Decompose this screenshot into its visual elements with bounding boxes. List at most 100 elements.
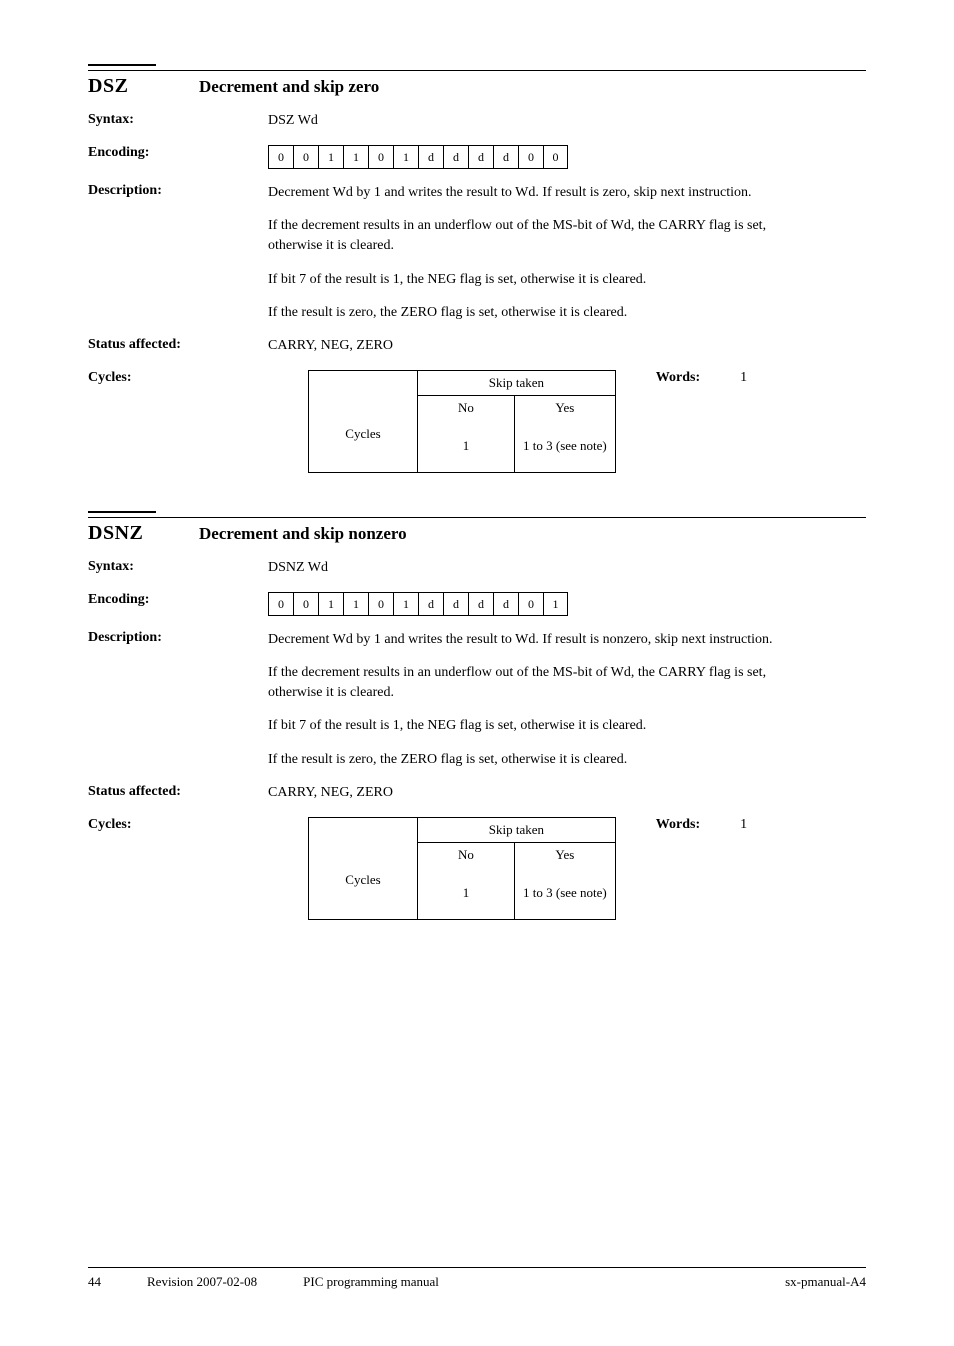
table-subhead: No [418, 395, 515, 420]
table-subhead: Yes [515, 395, 616, 420]
field-row: Description:Decrement Wd by 1 and writes… [88, 630, 866, 770]
field-row: Encoding:001101dddd01 [88, 592, 866, 616]
encoding-bits: 001101dddd00 [268, 145, 568, 169]
footer-product: PIC programming manual [303, 1274, 439, 1290]
cycles-table: Skip takenCyclesNoYes11 to 3 (see note) [308, 817, 616, 920]
field-row: Syntax:DSZ Wd [88, 112, 866, 131]
heading-row: DSZDecrement and skip zero [88, 75, 866, 98]
bit-cell: 0 [368, 592, 393, 616]
bit-cell: 1 [393, 145, 418, 169]
description-paragraph: Decrement Wd by 1 and writes the result … [268, 630, 788, 650]
bit-cell: d [443, 592, 468, 616]
field-label: Syntax: [88, 112, 268, 128]
field-label: Description: [88, 630, 268, 646]
field-row: Status affected:CARRY, NEG, ZERO [88, 784, 866, 803]
status-value: CARRY, NEG, ZERO [268, 785, 393, 800]
description-body: Decrement Wd by 1 and writes the result … [268, 183, 788, 323]
field-row: Syntax:DSNZ Wd [88, 559, 866, 578]
footer-row: 44 Revision 2007-02-08 PIC programming m… [88, 1274, 866, 1290]
bit-cell: 0 [293, 145, 318, 169]
field-body: Decrement Wd by 1 and writes the result … [268, 630, 788, 770]
description-paragraph: If the decrement results in an underflow… [268, 663, 788, 702]
table-head [309, 370, 418, 395]
field-label: Cycles: [88, 817, 268, 833]
table-head: Cycles [309, 842, 418, 919]
field-body: DSNZ Wd [268, 559, 328, 578]
table-head [309, 817, 418, 842]
page-footer: 44 Revision 2007-02-08 PIC programming m… [88, 1267, 866, 1290]
bit-cell: 0 [268, 592, 293, 616]
bit-cell: d [418, 592, 443, 616]
field-row: Description:Decrement Wd by 1 and writes… [88, 183, 866, 323]
field-body: CARRY, NEG, ZERO [268, 784, 393, 803]
cycles-words-row: Cycles: Skip takenCyclesNoYes11 to 3 (see… [88, 817, 866, 920]
field-label: Encoding: [88, 145, 268, 161]
table-row: CyclesNoYes [309, 842, 616, 867]
divider [88, 64, 156, 66]
footer-left: 44 Revision 2007-02-08 PIC programming m… [88, 1274, 439, 1290]
field-label: Description: [88, 183, 268, 199]
divider [88, 1267, 866, 1268]
bit-cell: 1 [318, 145, 343, 169]
description-paragraph: If bit 7 of the result is 1, the NEG fla… [268, 270, 788, 290]
instruction-heading: DSNZDecrement and skip nonzero [88, 511, 866, 545]
field-label: Encoding: [88, 592, 268, 608]
field-body: 001101dddd01 [268, 592, 568, 616]
bit-cell: 0 [268, 145, 293, 169]
bit-cell: 0 [368, 145, 393, 169]
footer-model: sx-pmanual-A4 [785, 1274, 866, 1290]
instruction-mnemonic: DSNZ [88, 522, 153, 545]
instruction-block: DSNZDecrement and skip nonzeroSyntax:DSN… [88, 511, 866, 920]
table-head: Cycles [309, 395, 418, 472]
bit-cell: 1 [343, 145, 368, 169]
bit-cell: 0 [518, 592, 543, 616]
bit-cell: d [443, 145, 468, 169]
field-body: Decrement Wd by 1 and writes the result … [268, 183, 788, 323]
bit-cell: d [418, 145, 443, 169]
field-row: Encoding:001101dddd00 [88, 145, 866, 169]
bit-cell: d [468, 592, 493, 616]
bit-cell: 0 [543, 145, 568, 169]
field-body: 001101dddd00 [268, 145, 568, 169]
description-paragraph: If the result is zero, the ZERO flag is … [268, 750, 788, 770]
table-head: Skip taken [418, 817, 616, 842]
table-row: Skip taken [309, 370, 616, 395]
field-label: Syntax: [88, 559, 268, 575]
words-value: 1 [740, 817, 747, 833]
bit-cell: 1 [318, 592, 343, 616]
description-paragraph: If the result is zero, the ZERO flag is … [268, 303, 788, 323]
table-head: Skip taken [418, 370, 616, 395]
bit-cell: 1 [543, 592, 568, 616]
description-paragraph: If bit 7 of the result is 1, the NEG fla… [268, 716, 788, 736]
divider [88, 70, 866, 71]
status-value: CARRY, NEG, ZERO [268, 338, 393, 353]
page-number: 44 [88, 1274, 101, 1290]
description-paragraph: Decrement Wd by 1 and writes the result … [268, 183, 788, 203]
cycles-table: Skip takenCyclesNoYes11 to 3 (see note) [308, 370, 616, 473]
bit-cell: 1 [343, 592, 368, 616]
bit-cell: 0 [293, 592, 318, 616]
table-cell: 1 [418, 420, 515, 473]
instruction-block: DSZDecrement and skip zero Syntax:DSZ Wd E… [88, 64, 866, 473]
bit-cell: 0 [518, 145, 543, 169]
syntax-value: DSNZ Wd [268, 560, 328, 575]
table-subhead: Yes [515, 842, 616, 867]
bit-cell: d [493, 145, 518, 169]
description-paragraph: If the decrement results in an underflow… [268, 216, 788, 255]
field-row: Status affected:CARRY, NEG, ZERO [88, 337, 866, 356]
words-value: 1 [740, 370, 747, 386]
syntax-value: DSZ Wd [268, 113, 318, 128]
heading-row: DSNZDecrement and skip nonzero [88, 522, 866, 545]
table-row: CyclesNoYes [309, 395, 616, 420]
divider [88, 511, 156, 513]
table-row: Skip taken [309, 817, 616, 842]
field-label: Words: [656, 817, 700, 833]
table-cell: 1 to 3 (see note) [515, 420, 616, 473]
instruction-title: Decrement and skip zero [199, 77, 379, 97]
field-body: CARRY, NEG, ZERO [268, 337, 393, 356]
page: DSZDecrement and skip zeroSyntax:DSZ WdE… [0, 0, 954, 1346]
divider [88, 517, 866, 518]
field-label: Words: [656, 370, 700, 386]
field-label: Status affected: [88, 784, 268, 800]
footer-revision: Revision 2007-02-08 [147, 1274, 257, 1290]
